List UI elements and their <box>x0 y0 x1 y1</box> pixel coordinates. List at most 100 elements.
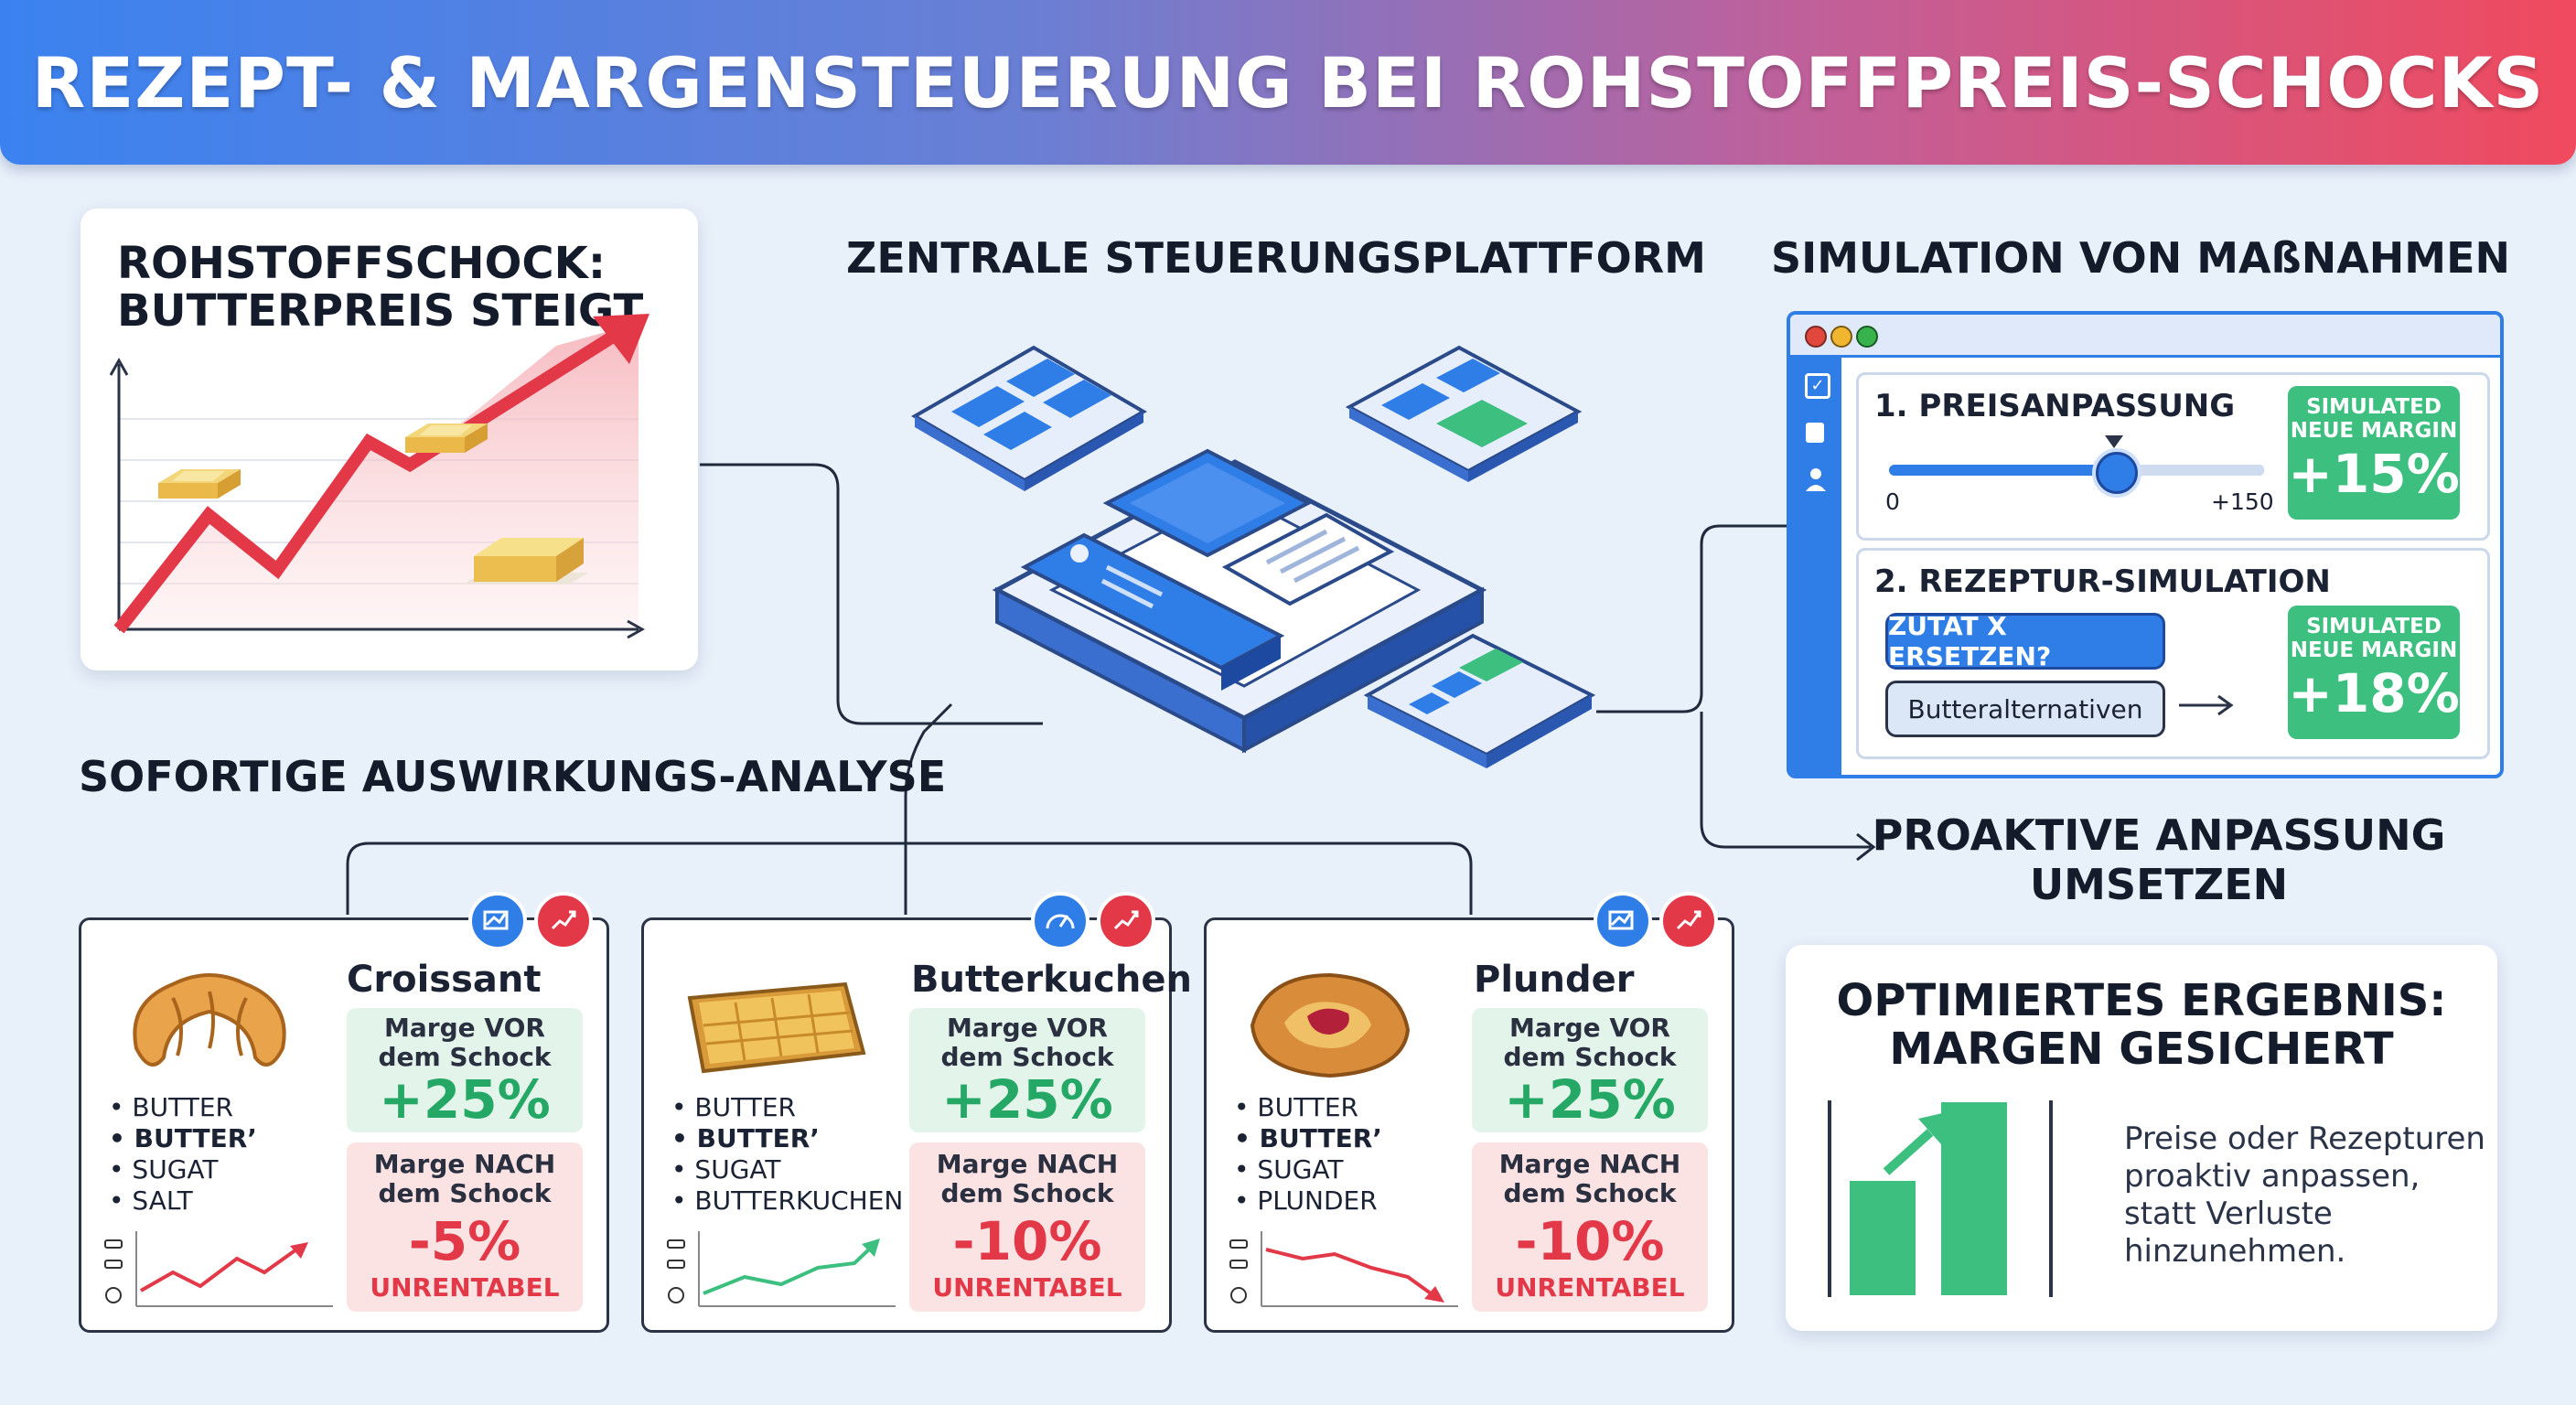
butter-price-chart <box>109 314 649 639</box>
plunder-icon <box>1250 972 1411 1078</box>
price-slider-thumb[interactable] <box>2096 452 2138 494</box>
recipe-simulation-panel <box>1856 548 2490 759</box>
margin-before-label: Marge VOR dem Schock <box>1503 1013 1677 1072</box>
unprofitable-status: UNRENTABEL <box>370 1272 560 1303</box>
page-icon[interactable] <box>1806 423 1824 443</box>
result-heading-line2: MARGEN GESICHERT <box>1889 1024 2394 1075</box>
butter-icon <box>158 469 241 499</box>
product-card-croissant: Croissant • BUTTER • BUTTER’ • SUGAT • S… <box>79 917 609 1333</box>
shock-card: ROHSTOFFSCHOCK: BUTTERPREIS STEIGT <box>80 209 698 670</box>
central-platform-illustration <box>911 345 1596 768</box>
margin-badge-label: SIMULATED <box>2306 395 2442 419</box>
unprofitable-status: UNRENTABEL <box>932 1272 1122 1303</box>
ingredient-item: • SUGAT <box>671 1154 781 1185</box>
margin-before-value: +25% <box>941 1068 1113 1131</box>
badge-trend <box>1659 892 1718 950</box>
badge-trend <box>534 892 593 950</box>
margin-after-value: -10% <box>952 1210 1102 1272</box>
result-bar-chart <box>1828 1100 2053 1297</box>
butter-icon <box>465 538 588 584</box>
price-margin-value: +15% <box>2288 443 2460 505</box>
platform-heading: ZENTRALE STEUERUNGSPLATTFORM <box>846 233 1706 283</box>
window-titlebar <box>1790 315 2500 358</box>
recipe-margin-value: +18% <box>2288 662 2460 724</box>
butter-alternatives-button[interactable]: Butteralternativen <box>1885 681 2165 737</box>
result-card: OPTIMIERTES ERGEBNIS: MARGEN GESICHERT P… <box>1786 945 2497 1331</box>
product-card-plunder: Plunder • BUTTER • BUTTER’ • SUGAT • PLU… <box>1204 917 1734 1333</box>
mini-trend-chart <box>104 1231 333 1307</box>
ingredient-list: • BUTTER • BUTTER’ • SUGAT • BUTTERKUCHE… <box>671 1092 903 1217</box>
replace-ingredient-button[interactable]: ZUTAT X ERSETZEN? <box>1885 611 2165 671</box>
user-icon[interactable] <box>1803 466 1829 493</box>
ingredient-item: • SALT <box>109 1185 193 1216</box>
margin-badge-label: NEUE MARGIN <box>2290 419 2458 443</box>
price-adjustment-label: 1. PREISANPASSUNG <box>1874 388 2236 424</box>
mini-trend-chart <box>1229 1231 1458 1307</box>
result-text-line: statt Verluste <box>2124 1196 2333 1232</box>
margin-before-box: Marge VOR dem Schock +25% <box>1472 1008 1708 1132</box>
ingredient-list: • BUTTER • BUTTER’ • SUGAT • SALT <box>109 1092 257 1217</box>
checkbox-icon[interactable]: ✓ <box>1805 373 1830 399</box>
slider-max-label: +150 <box>2211 488 2274 515</box>
butterkuchen-icon <box>687 981 866 1074</box>
margin-after-box: Marge NACH dem Schock -10% UNRENTABEL <box>1472 1142 1708 1312</box>
badge-icons <box>483 910 576 930</box>
mini-trend-chart <box>667 1231 896 1307</box>
analytics-tile <box>1363 633 1596 768</box>
croissant-icon <box>133 973 286 1067</box>
arrow-right-icon <box>2179 694 2234 716</box>
shock-heading-line1: ROHSTOFFSCHOCK: <box>117 238 606 289</box>
margin-after-value: -10% <box>1515 1210 1665 1272</box>
result-bar-small <box>1850 1181 1916 1295</box>
badge-icons <box>1608 910 1701 930</box>
margin-before-value: +25% <box>1504 1068 1676 1131</box>
ingredient-item: • BUTTER’ <box>1234 1123 1382 1153</box>
shock-heading-line2: BUTTERPREIS STEIGT <box>117 285 644 337</box>
product-name: Plunder <box>1474 959 1635 1001</box>
platform-document <box>1221 512 1395 606</box>
proactive-heading-line1: PROAKTIVE ANPASSUNG <box>1872 810 2446 860</box>
title-banner <box>0 0 2576 165</box>
proactive-heading-line2: UMSETZEN <box>2029 860 2289 909</box>
window-close-button[interactable] <box>1805 326 1827 348</box>
ingredient-list: • BUTTER • BUTTER’ • SUGAT • PLUNDER <box>1234 1092 1382 1217</box>
ingredient-item: • SUGAT <box>1234 1154 1344 1185</box>
margin-badge-label: SIMULATED <box>2306 615 2442 638</box>
page-title: REZEPT- & MARGENSTEUERUNG BEI ROHSTOFFPR… <box>31 41 2545 123</box>
price-margin-badge: SIMULATED NEUE MARGIN +15% <box>2288 386 2460 520</box>
window-sidebar <box>1790 358 1841 775</box>
unprofitable-status: UNRENTABEL <box>1495 1272 1685 1303</box>
result-text-line: Preise oder Rezepturen <box>2124 1121 2485 1157</box>
price-adjustment-panel <box>1856 372 2490 541</box>
window-maximize-button[interactable] <box>1856 326 1878 348</box>
butter-icon <box>405 424 488 453</box>
recipe-simulation-label: 2. REZEPTUR-SIMULATION <box>1874 563 2331 600</box>
ingredient-item: • SUGAT <box>109 1154 219 1185</box>
result-text: Preise oder Rezepturen proaktiv anpassen… <box>2124 1121 2485 1271</box>
margin-before-label: Marge VOR dem Schock <box>940 1013 1114 1072</box>
ingredient-item: • BUTTER <box>1234 1092 1358 1122</box>
platform-keyboard-block <box>1020 532 1285 691</box>
margin-before-box: Marge VOR dem Schock +25% <box>909 1008 1145 1132</box>
price-slider-fill <box>2114 465 2264 476</box>
ingredient-item: • BUTTER’ <box>109 1123 257 1153</box>
result-text-line: proaktiv anpassen, <box>2124 1158 2420 1195</box>
badge-icons <box>1046 910 1139 930</box>
result-bar-large <box>1941 1102 2007 1295</box>
margin-after-value: -5% <box>408 1210 521 1272</box>
product-name: Croissant <box>347 959 542 1001</box>
margin-after-label: Marge NACH dem Schock <box>373 1149 556 1208</box>
slider-min-label: 0 <box>1885 488 1900 515</box>
ingredient-item: • BUTTER <box>109 1092 233 1122</box>
floating-dashboard-tile <box>911 345 1147 491</box>
margin-before-label: Marge VOR dem Schock <box>378 1013 552 1072</box>
margin-after-box: Marge NACH dem Schock -10% UNRENTABEL <box>909 1142 1145 1312</box>
margin-before-value: +25% <box>379 1068 551 1131</box>
badge-trend <box>1097 892 1155 950</box>
badge-gauge <box>1031 892 1089 950</box>
window-minimize-button[interactable] <box>1830 326 1852 348</box>
margin-after-label: Marge NACH dem Schock <box>936 1149 1119 1208</box>
margin-before-box: Marge VOR dem Schock +25% <box>347 1008 583 1132</box>
product-name: Butterkuchen <box>911 959 1192 1001</box>
